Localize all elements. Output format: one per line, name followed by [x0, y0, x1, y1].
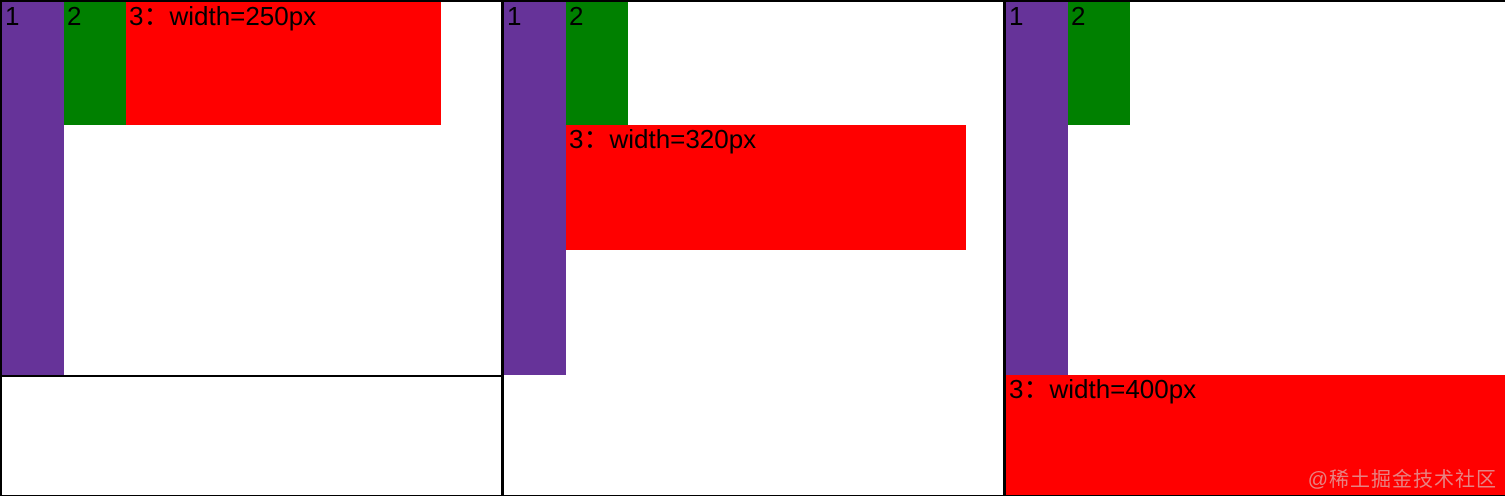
float-box-3: 3：width=320px — [566, 125, 966, 250]
float-box-2: 2 — [1068, 2, 1130, 125]
panel-width-400: 1 2 3：width=400px @稀土掘金技术社区 — [1003, 2, 1505, 495]
box3-label: 3：width=250px — [129, 2, 317, 31]
box2-label: 2 — [569, 2, 584, 31]
float-box-3: 3：width=400px — [1006, 375, 1505, 495]
panel-width-320: 1 2 3：width=320px — [501, 2, 1003, 495]
box1-label: 1 — [5, 2, 20, 31]
box1-label: 1 — [507, 2, 522, 31]
box3-label: 3：width=320px — [569, 124, 757, 154]
float-box-2: 2 — [64, 2, 126, 125]
box3-label: 3：width=400px — [1009, 374, 1197, 404]
container-bottom-border — [2, 375, 501, 377]
float-box-1: 1 — [504, 2, 566, 375]
box1-label: 1 — [1009, 2, 1024, 31]
float-box-3: 3：width=250px — [126, 2, 441, 125]
box2-label: 2 — [1071, 2, 1086, 31]
box2-label: 2 — [67, 2, 82, 31]
float-box-1: 1 — [2, 2, 64, 375]
float-box-2: 2 — [566, 2, 628, 125]
panel-width-250: 1 2 3：width=250px — [0, 2, 501, 495]
float-box-1: 1 — [1006, 2, 1068, 375]
